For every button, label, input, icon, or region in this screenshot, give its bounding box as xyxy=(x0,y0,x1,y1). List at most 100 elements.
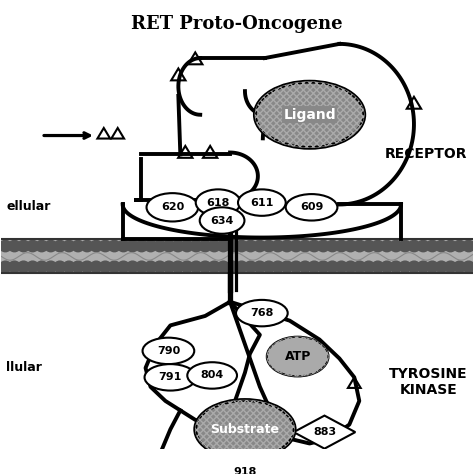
Circle shape xyxy=(363,240,374,252)
Circle shape xyxy=(54,240,66,252)
Text: 620: 620 xyxy=(161,202,184,212)
Bar xyxy=(1,239,473,273)
Circle shape xyxy=(372,261,384,273)
Circle shape xyxy=(408,240,420,252)
Circle shape xyxy=(227,261,238,273)
Circle shape xyxy=(163,261,175,273)
Circle shape xyxy=(154,261,166,273)
Circle shape xyxy=(317,261,329,273)
Circle shape xyxy=(9,261,20,273)
Circle shape xyxy=(299,240,311,252)
Text: 609: 609 xyxy=(300,202,323,212)
Text: RECEPTOR: RECEPTOR xyxy=(385,147,468,162)
Circle shape xyxy=(72,240,84,252)
Circle shape xyxy=(372,240,384,252)
Circle shape xyxy=(100,261,111,273)
Text: 791: 791 xyxy=(159,373,182,383)
Circle shape xyxy=(145,240,157,252)
Circle shape xyxy=(463,261,474,273)
Circle shape xyxy=(263,240,275,252)
Ellipse shape xyxy=(145,364,196,391)
Circle shape xyxy=(54,261,66,273)
Circle shape xyxy=(27,261,38,273)
Circle shape xyxy=(436,261,447,273)
Circle shape xyxy=(327,240,338,252)
Circle shape xyxy=(345,240,356,252)
Ellipse shape xyxy=(286,194,337,220)
Circle shape xyxy=(27,240,38,252)
Circle shape xyxy=(109,261,120,273)
Ellipse shape xyxy=(200,207,245,234)
Ellipse shape xyxy=(255,82,364,148)
Circle shape xyxy=(72,261,84,273)
Ellipse shape xyxy=(238,190,286,216)
Text: TYROSINE
KINASE: TYROSINE KINASE xyxy=(389,367,468,397)
Circle shape xyxy=(426,240,438,252)
Circle shape xyxy=(263,261,275,273)
Circle shape xyxy=(209,261,220,273)
Circle shape xyxy=(390,240,402,252)
Text: Ligand: Ligand xyxy=(283,108,336,122)
Text: 618: 618 xyxy=(206,198,230,208)
Text: 790: 790 xyxy=(157,346,180,356)
Text: 768: 768 xyxy=(250,308,273,318)
Circle shape xyxy=(426,261,438,273)
Ellipse shape xyxy=(143,337,194,364)
Circle shape xyxy=(363,261,374,273)
Circle shape xyxy=(354,261,365,273)
Circle shape xyxy=(417,240,429,252)
Circle shape xyxy=(199,261,211,273)
Circle shape xyxy=(0,261,11,273)
Circle shape xyxy=(118,240,129,252)
Circle shape xyxy=(100,240,111,252)
Circle shape xyxy=(172,261,184,273)
Circle shape xyxy=(381,261,393,273)
Circle shape xyxy=(18,261,29,273)
Circle shape xyxy=(254,261,265,273)
Circle shape xyxy=(308,261,320,273)
Circle shape xyxy=(281,261,293,273)
Circle shape xyxy=(245,261,256,273)
Circle shape xyxy=(190,240,202,252)
Circle shape xyxy=(354,240,365,252)
Circle shape xyxy=(408,261,420,273)
Circle shape xyxy=(18,240,29,252)
Circle shape xyxy=(299,261,311,273)
Circle shape xyxy=(199,240,211,252)
Circle shape xyxy=(381,240,393,252)
Circle shape xyxy=(136,240,147,252)
Circle shape xyxy=(45,261,57,273)
Circle shape xyxy=(127,261,138,273)
Circle shape xyxy=(218,240,229,252)
Circle shape xyxy=(390,261,402,273)
Ellipse shape xyxy=(196,190,240,216)
Circle shape xyxy=(181,261,193,273)
Text: llular: llular xyxy=(6,361,42,374)
Circle shape xyxy=(336,240,347,252)
Circle shape xyxy=(254,240,265,252)
Ellipse shape xyxy=(146,193,198,221)
Circle shape xyxy=(172,240,184,252)
Circle shape xyxy=(290,240,302,252)
Text: 883: 883 xyxy=(313,427,336,437)
Circle shape xyxy=(9,240,20,252)
Circle shape xyxy=(445,240,456,252)
Circle shape xyxy=(236,240,247,252)
Ellipse shape xyxy=(195,400,295,458)
Circle shape xyxy=(463,240,474,252)
Circle shape xyxy=(63,261,75,273)
Circle shape xyxy=(209,240,220,252)
Text: RET Proto-Oncogene: RET Proto-Oncogene xyxy=(131,15,343,33)
Ellipse shape xyxy=(267,337,328,376)
Circle shape xyxy=(190,261,202,273)
Circle shape xyxy=(218,261,229,273)
Circle shape xyxy=(436,240,447,252)
Circle shape xyxy=(154,240,166,252)
Circle shape xyxy=(0,240,11,252)
Circle shape xyxy=(317,240,329,252)
Circle shape xyxy=(109,240,120,252)
Circle shape xyxy=(281,240,293,252)
Circle shape xyxy=(445,261,456,273)
Circle shape xyxy=(454,261,465,273)
Circle shape xyxy=(81,240,93,252)
